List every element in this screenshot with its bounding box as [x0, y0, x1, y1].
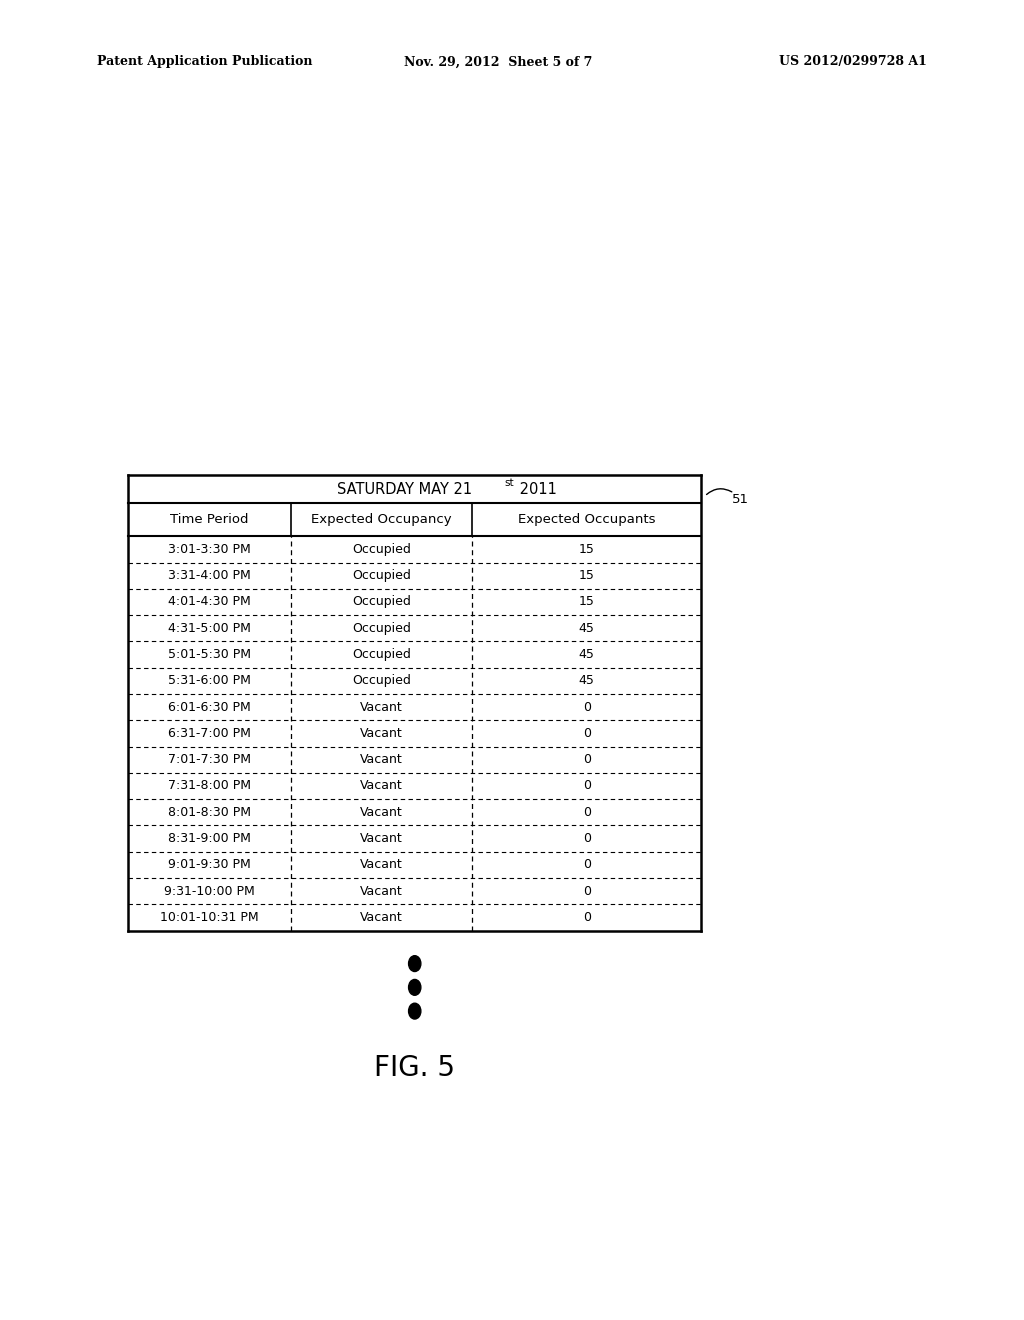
- Text: Vacant: Vacant: [360, 727, 403, 741]
- Text: 9:01-9:30 PM: 9:01-9:30 PM: [168, 858, 251, 871]
- Text: Vacant: Vacant: [360, 832, 403, 845]
- Text: 7:01-7:30 PM: 7:01-7:30 PM: [168, 754, 251, 766]
- Text: 0: 0: [583, 911, 591, 924]
- Text: Vacant: Vacant: [360, 754, 403, 766]
- Text: 45: 45: [579, 648, 595, 661]
- Text: Vacant: Vacant: [360, 884, 403, 898]
- Text: Occupied: Occupied: [352, 569, 412, 582]
- Text: 0: 0: [583, 805, 591, 818]
- Text: Time Period: Time Period: [170, 513, 249, 527]
- Text: US 2012/0299728 A1: US 2012/0299728 A1: [779, 55, 927, 69]
- Text: Occupied: Occupied: [352, 543, 412, 556]
- Text: 0: 0: [583, 780, 591, 792]
- Text: 4:01-4:30 PM: 4:01-4:30 PM: [168, 595, 251, 609]
- Text: 51: 51: [732, 494, 749, 507]
- Text: 2011: 2011: [515, 482, 557, 496]
- Text: 0: 0: [583, 832, 591, 845]
- Text: Expected Occupants: Expected Occupants: [518, 513, 655, 527]
- Text: 0: 0: [583, 754, 591, 766]
- Text: 0: 0: [583, 727, 591, 741]
- Text: 9:31-10:00 PM: 9:31-10:00 PM: [164, 884, 255, 898]
- Text: 8:31-9:00 PM: 8:31-9:00 PM: [168, 832, 251, 845]
- Text: Occupied: Occupied: [352, 648, 412, 661]
- Text: 6:31-7:00 PM: 6:31-7:00 PM: [168, 727, 251, 741]
- Text: Vacant: Vacant: [360, 911, 403, 924]
- Text: 8:01-8:30 PM: 8:01-8:30 PM: [168, 805, 251, 818]
- Text: 3:31-4:00 PM: 3:31-4:00 PM: [168, 569, 251, 582]
- Text: 5:01-5:30 PM: 5:01-5:30 PM: [168, 648, 251, 661]
- Text: 15: 15: [579, 595, 595, 609]
- Text: 15: 15: [579, 543, 595, 556]
- Text: 7:31-8:00 PM: 7:31-8:00 PM: [168, 780, 251, 792]
- Text: Vacant: Vacant: [360, 701, 403, 714]
- Text: FIG. 5: FIG. 5: [374, 1053, 456, 1082]
- Text: 0: 0: [583, 884, 591, 898]
- Text: 3:01-3:30 PM: 3:01-3:30 PM: [168, 543, 251, 556]
- Text: 45: 45: [579, 622, 595, 635]
- Text: Occupied: Occupied: [352, 675, 412, 688]
- Text: 4:31-5:00 PM: 4:31-5:00 PM: [168, 622, 251, 635]
- Text: Vacant: Vacant: [360, 858, 403, 871]
- Text: 0: 0: [583, 858, 591, 871]
- Text: Vacant: Vacant: [360, 780, 403, 792]
- Text: 45: 45: [579, 675, 595, 688]
- Text: Expected Occupancy: Expected Occupancy: [311, 513, 452, 527]
- Text: SATURDAY MAY 21: SATURDAY MAY 21: [337, 482, 472, 496]
- Text: 10:01-10:31 PM: 10:01-10:31 PM: [161, 911, 259, 924]
- Text: Patent Application Publication: Patent Application Publication: [97, 55, 312, 69]
- Text: st: st: [505, 478, 514, 487]
- Text: 0: 0: [583, 701, 591, 714]
- Text: Occupied: Occupied: [352, 622, 412, 635]
- Text: Vacant: Vacant: [360, 805, 403, 818]
- Text: 5:31-6:00 PM: 5:31-6:00 PM: [168, 675, 251, 688]
- Text: Nov. 29, 2012  Sheet 5 of 7: Nov. 29, 2012 Sheet 5 of 7: [404, 55, 593, 69]
- Text: Occupied: Occupied: [352, 595, 412, 609]
- Text: 6:01-6:30 PM: 6:01-6:30 PM: [168, 701, 251, 714]
- Text: 15: 15: [579, 569, 595, 582]
